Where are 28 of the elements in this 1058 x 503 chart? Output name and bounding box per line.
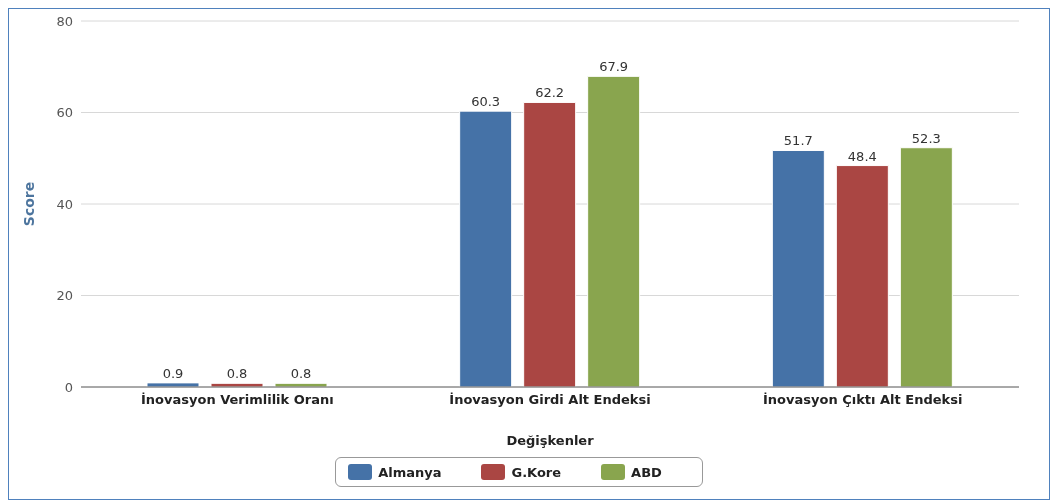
y-tick-label: 0 [64, 379, 73, 395]
data-label: 0.9 [162, 365, 184, 381]
x-axis-title: Değişkenler [506, 433, 595, 448]
bar [899, 147, 953, 387]
y-tick-label: 60 [56, 105, 73, 121]
data-label: 48.4 [847, 148, 877, 164]
bar [587, 75, 641, 387]
data-label: 52.3 [911, 130, 941, 146]
y-tick-label: 40 [56, 196, 73, 212]
bar [835, 165, 889, 387]
bar [523, 101, 577, 387]
x-tick-label: İnovasyon Girdi Alt Endeksi [449, 392, 651, 408]
data-label: 62.2 [535, 85, 565, 101]
data-label: 0.8 [226, 366, 248, 382]
x-tick-label: İnovasyon Verimlilik Oranı [140, 392, 334, 408]
y-axis-title: Score [20, 181, 37, 227]
legend-label: Almanya [377, 464, 442, 480]
data-label: 67.9 [599, 59, 629, 75]
x-tick-label: İnovasyon Çıktı Alt Endeksi [762, 392, 963, 408]
data-label: 0.8 [290, 366, 312, 382]
bar [771, 149, 825, 387]
bar [459, 110, 513, 387]
y-tick-label: 20 [56, 288, 73, 304]
legend-label: G.Kore [510, 464, 562, 480]
y-tick-label: 80 [56, 13, 73, 29]
data-label: 60.3 [471, 94, 501, 110]
legend-label: ABD [630, 464, 662, 480]
data-label: 51.7 [783, 133, 813, 149]
